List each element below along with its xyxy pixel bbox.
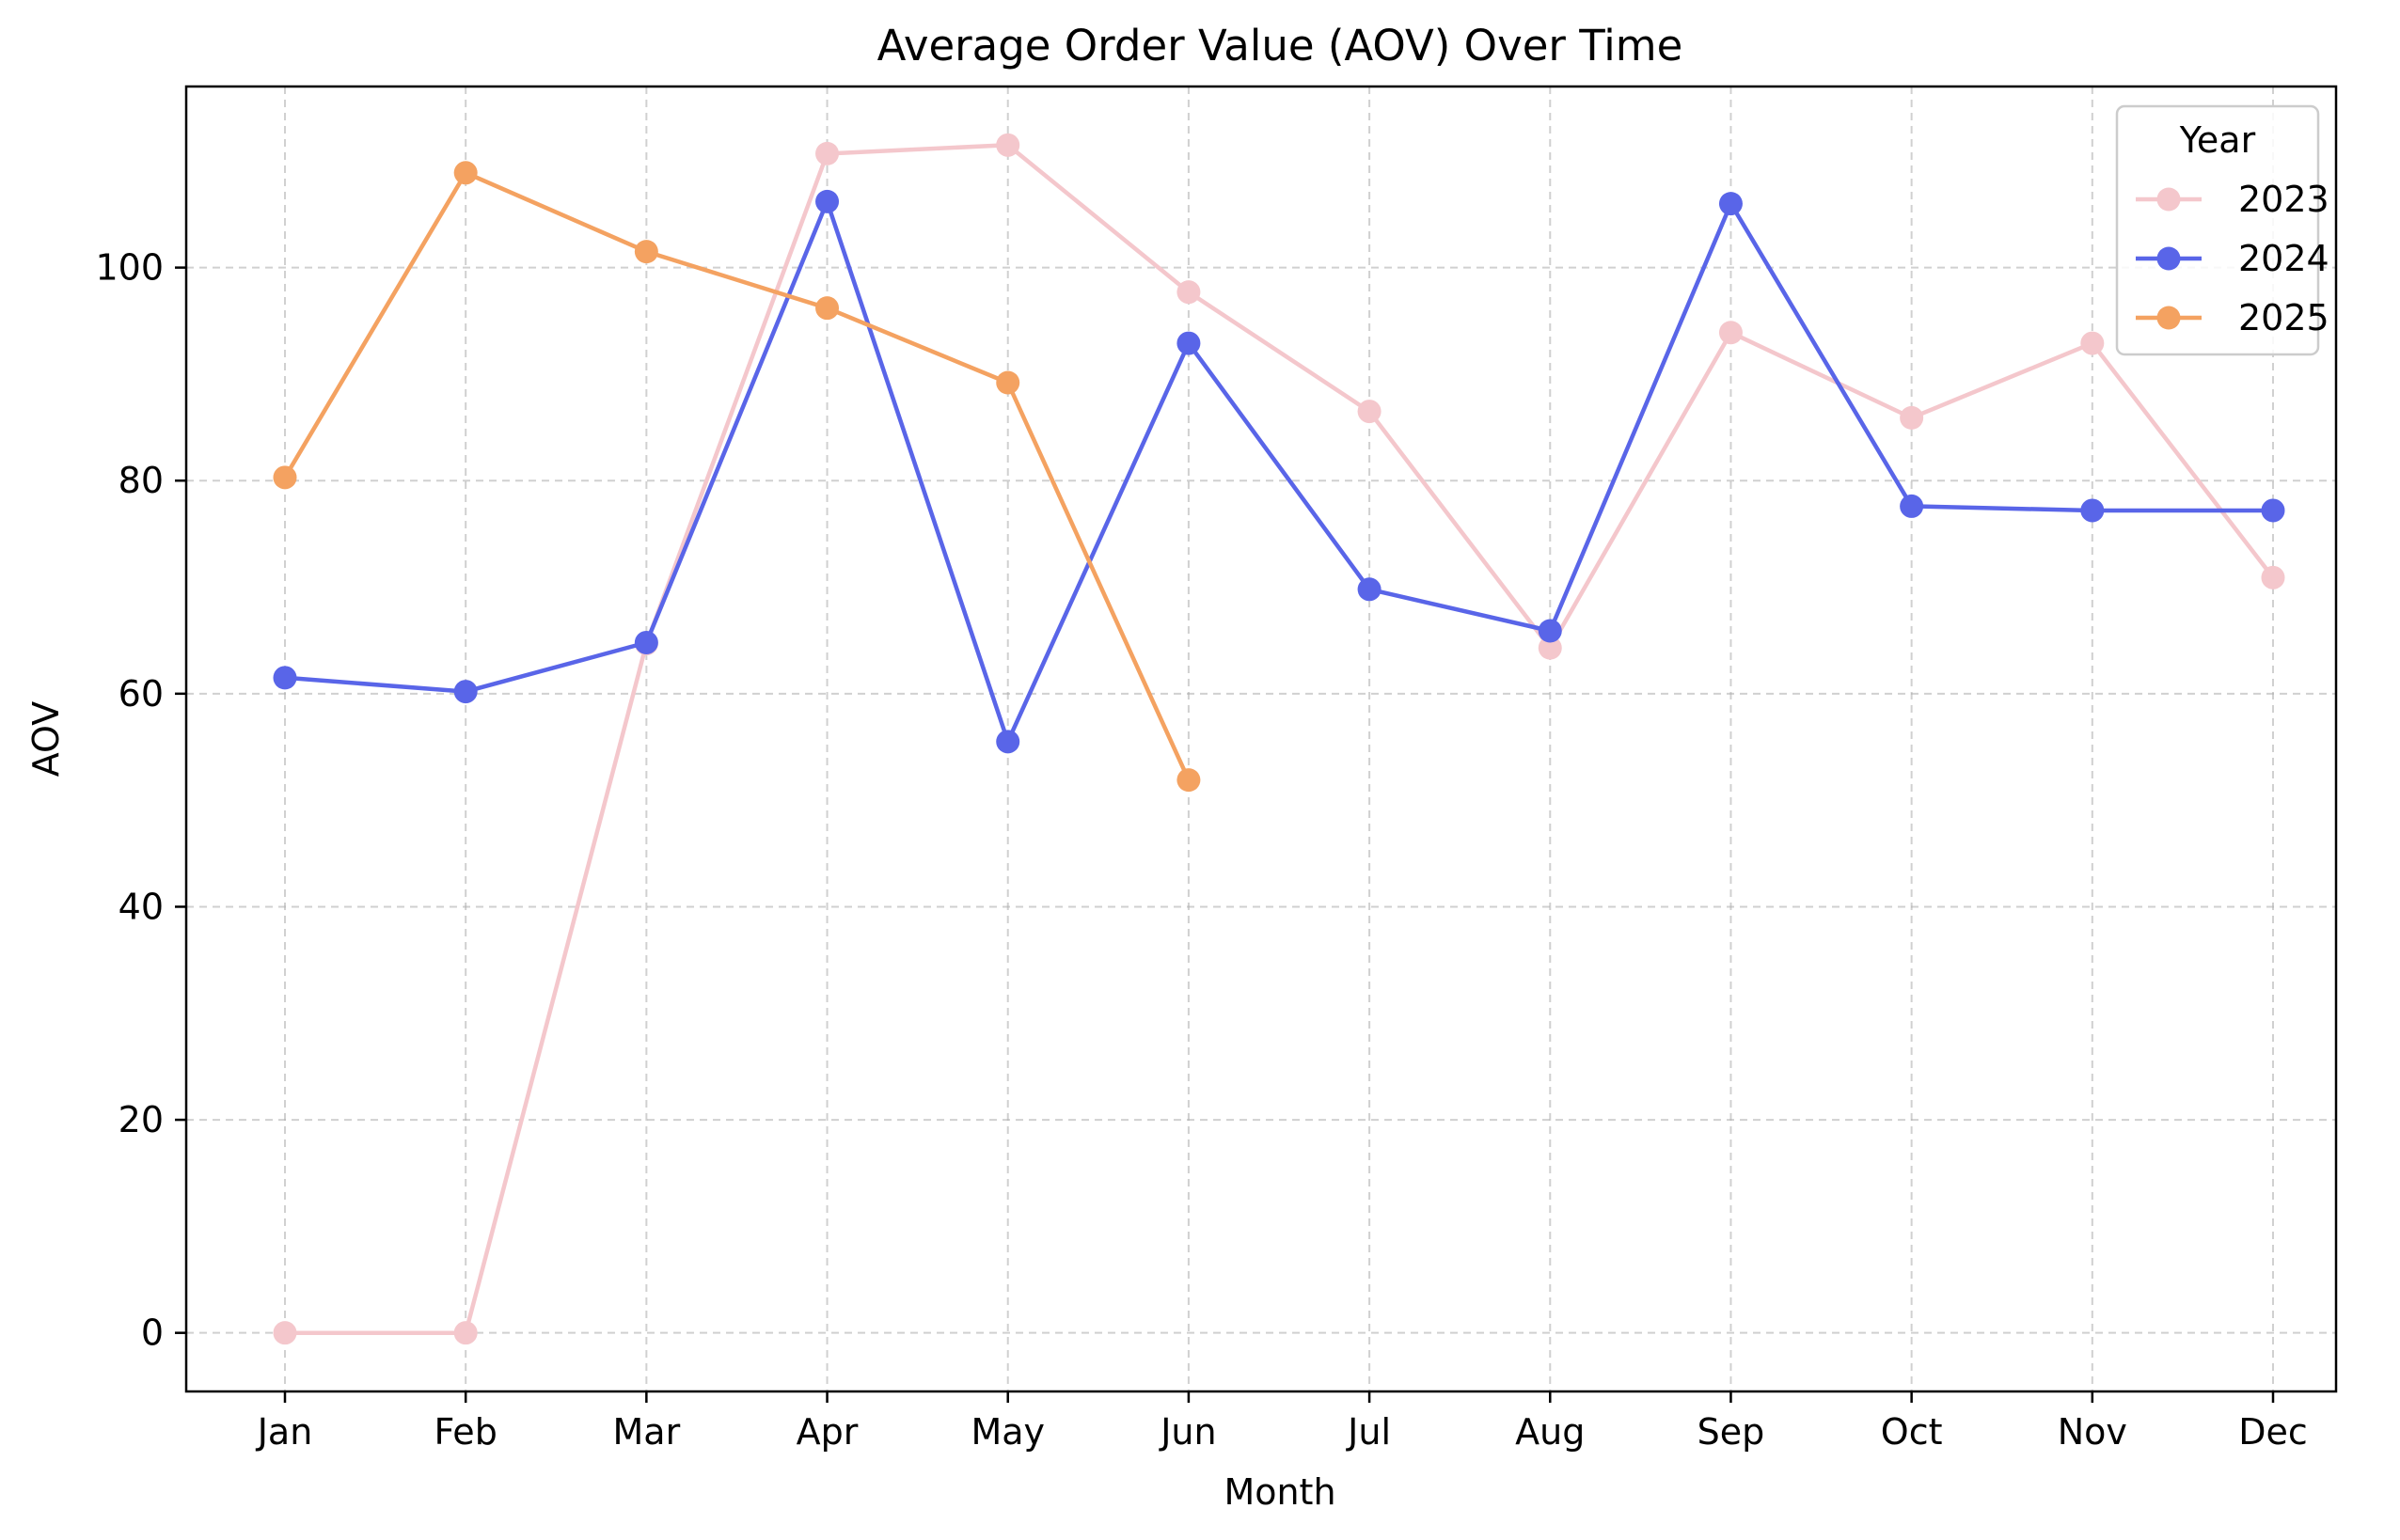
x-tick-label: Mar bbox=[613, 1411, 681, 1453]
data-point bbox=[1357, 577, 1382, 602]
x-tick-label: Feb bbox=[434, 1411, 497, 1453]
y-tick-label: 40 bbox=[118, 886, 164, 927]
data-point bbox=[1538, 619, 1562, 643]
data-point bbox=[996, 730, 1020, 754]
series-2025 bbox=[273, 161, 1201, 793]
y-tick-label: 60 bbox=[118, 673, 164, 715]
data-point bbox=[996, 370, 1020, 395]
series-line bbox=[282, 143, 2276, 1335]
legend-label: 2024 bbox=[2238, 238, 2329, 279]
x-tick-label: Aug bbox=[1515, 1411, 1585, 1453]
x-tick-label: Jun bbox=[1159, 1411, 1216, 1453]
x-tick-label: May bbox=[971, 1411, 1045, 1453]
data-point bbox=[1900, 494, 1924, 518]
data-point bbox=[815, 189, 840, 213]
legend-label: 2025 bbox=[2238, 297, 2329, 338]
y-tick-label: 0 bbox=[141, 1312, 164, 1354]
data-point bbox=[815, 296, 840, 321]
data-point bbox=[1176, 280, 1201, 305]
x-tick-label: Jul bbox=[1346, 1411, 1391, 1453]
series-group bbox=[273, 133, 2285, 1345]
y-tick-label: 100 bbox=[95, 247, 164, 289]
data-point bbox=[453, 161, 478, 185]
data-point bbox=[1718, 192, 1743, 216]
data-point bbox=[996, 133, 1020, 157]
x-tick-label: Jan bbox=[256, 1411, 313, 1453]
legend-swatch-marker bbox=[2156, 306, 2181, 330]
data-point bbox=[273, 666, 297, 690]
x-tick-label: Oct bbox=[1881, 1411, 1943, 1453]
x-axis-label: Month bbox=[1224, 1471, 1335, 1513]
chart-title: Average Order Value (AOV) Over Time bbox=[877, 21, 1683, 71]
data-point bbox=[1718, 321, 1743, 345]
axis-ticks: Jan Feb Mar Apr May Jun Jul Aug Sep Oct Nov Dec 0 20 4… bbox=[95, 247, 2307, 1453]
legend-swatch-marker bbox=[2156, 187, 2181, 212]
data-point bbox=[1357, 400, 1382, 424]
data-point bbox=[2261, 498, 2285, 523]
x-tick-label: Sep bbox=[1697, 1411, 1765, 1453]
legend-box bbox=[2115, 104, 2320, 356]
legend-label: 2023 bbox=[2238, 179, 2329, 220]
y-axis-label: AOV bbox=[25, 701, 67, 778]
legend-title: Year bbox=[2179, 119, 2256, 161]
data-point bbox=[2080, 331, 2105, 355]
data-point bbox=[453, 680, 478, 704]
data-point bbox=[2080, 498, 2105, 523]
y-tick-label: 20 bbox=[118, 1099, 164, 1140]
plot-area-frame bbox=[184, 85, 2338, 1393]
series-line bbox=[282, 199, 2276, 745]
data-point bbox=[634, 630, 658, 654]
x-tick-label: Apr bbox=[797, 1411, 859, 1453]
data-point bbox=[1176, 331, 1201, 355]
data-point bbox=[1176, 768, 1201, 793]
data-point bbox=[2261, 565, 2285, 589]
series-line bbox=[282, 170, 1192, 782]
data-point bbox=[815, 141, 840, 165]
legend: Year 2023 2024 2025 bbox=[2115, 104, 2329, 356]
y-tick-label: 80 bbox=[118, 460, 164, 501]
legend-swatch-marker bbox=[2156, 246, 2181, 271]
x-tick-label: Dec bbox=[2238, 1411, 2308, 1453]
data-point bbox=[273, 465, 297, 490]
data-point bbox=[273, 1321, 297, 1345]
data-point bbox=[453, 1321, 478, 1345]
series-2024 bbox=[273, 189, 2285, 754]
data-point bbox=[634, 240, 658, 264]
data-point bbox=[1538, 636, 1562, 660]
data-point bbox=[1900, 405, 1924, 430]
x-tick-label: Nov bbox=[2058, 1411, 2127, 1453]
